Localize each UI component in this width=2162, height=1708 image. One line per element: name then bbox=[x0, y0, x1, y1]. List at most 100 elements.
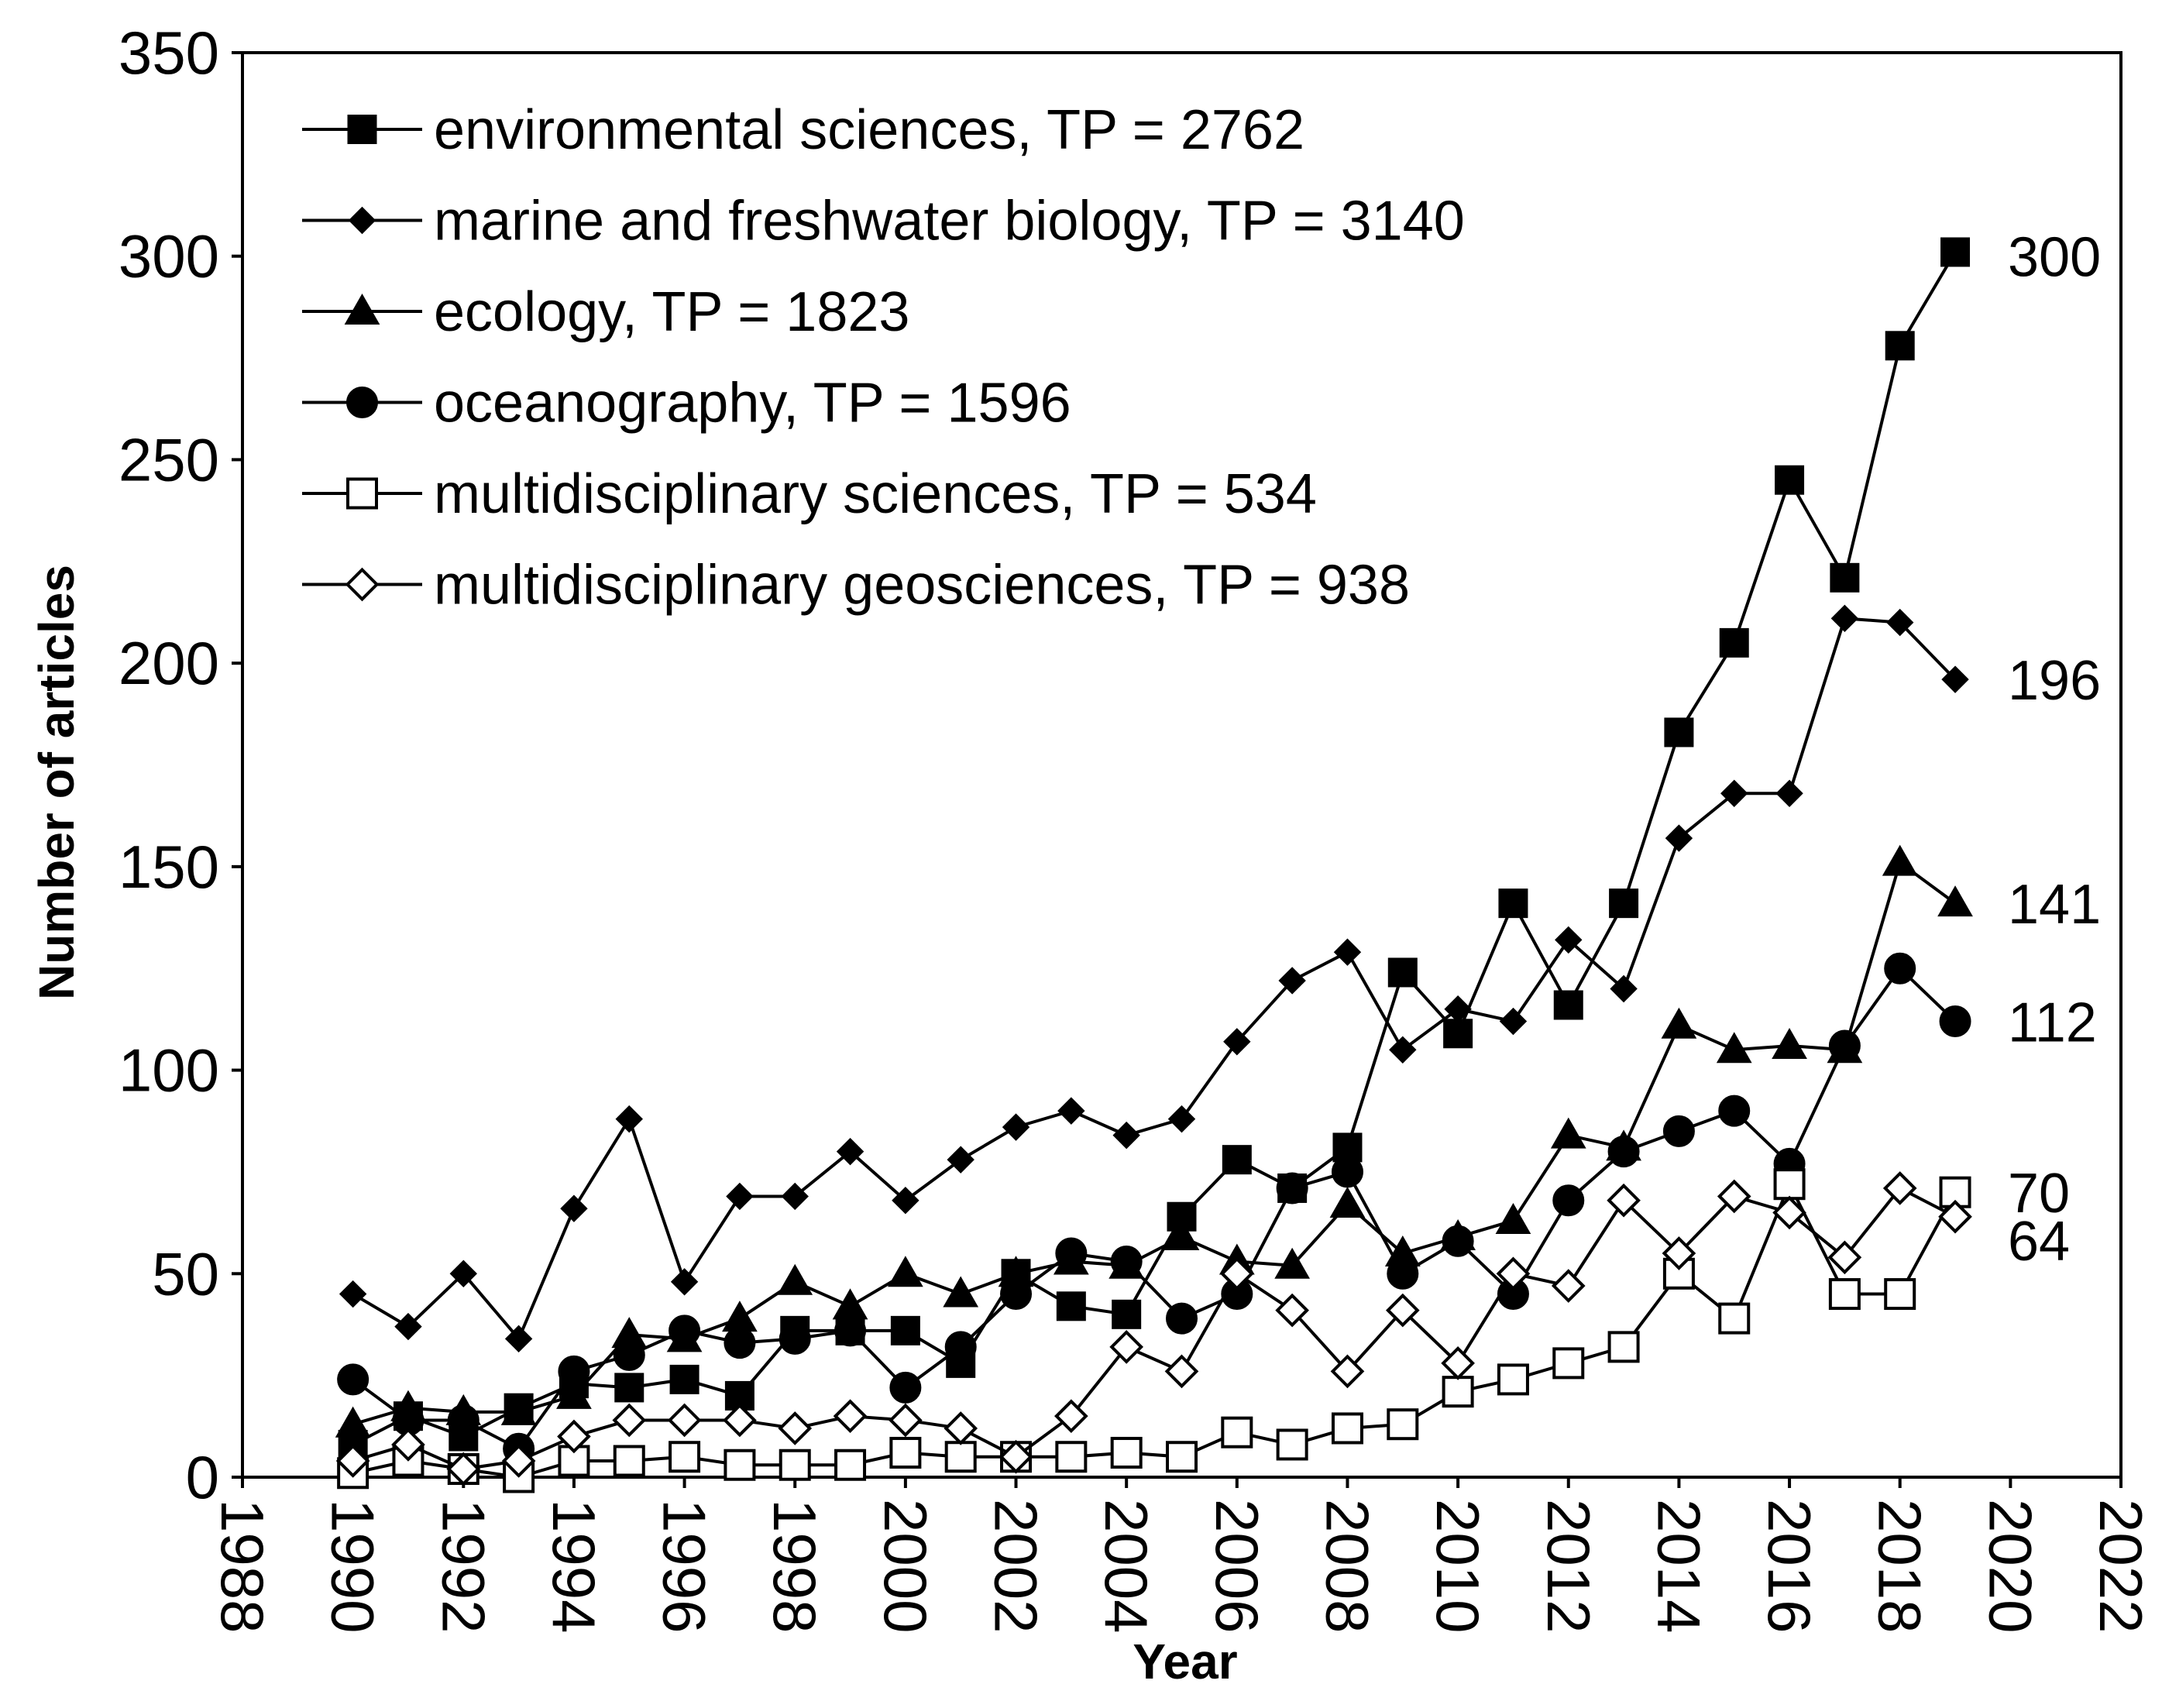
data-point bbox=[1719, 627, 1749, 658]
series-2 bbox=[339, 604, 1969, 1353]
data-point bbox=[394, 1312, 422, 1341]
series-3 bbox=[335, 844, 1973, 1438]
data-point bbox=[1882, 1171, 1917, 1205]
data-point bbox=[1274, 1247, 1311, 1279]
legend-item: ecology, TP = 1823 bbox=[302, 281, 909, 343]
data-point bbox=[722, 1301, 758, 1332]
data-point bbox=[337, 1363, 369, 1396]
y-tick-label: 0 bbox=[186, 1443, 219, 1511]
data-point bbox=[1055, 1441, 1088, 1473]
x-tick-label: 1994 bbox=[540, 1499, 608, 1634]
series-line bbox=[352, 1186, 1956, 1471]
legend-marker bbox=[347, 115, 377, 144]
legend-label: multidisciplinary sciences, TP = 534 bbox=[434, 463, 1317, 525]
data-point bbox=[834, 1449, 867, 1481]
data-point bbox=[1223, 1028, 1251, 1056]
series-line bbox=[352, 617, 1957, 1341]
data-point bbox=[889, 1436, 922, 1469]
data-point bbox=[890, 1315, 920, 1345]
data-point bbox=[335, 1406, 371, 1438]
y-tick-label: 50 bbox=[152, 1239, 219, 1308]
data-point bbox=[1164, 1354, 1199, 1389]
data-point bbox=[669, 1364, 699, 1394]
data-point bbox=[1056, 1291, 1086, 1321]
data-point bbox=[1937, 885, 1973, 917]
data-point bbox=[1331, 1156, 1363, 1188]
data-point bbox=[1222, 1145, 1252, 1175]
data-point bbox=[670, 1268, 699, 1296]
data-point bbox=[779, 1322, 811, 1355]
x-tick-label: 2000 bbox=[871, 1499, 940, 1634]
y-tick-label: 250 bbox=[119, 425, 219, 493]
legend-item: environmental sciences, TP = 2762 bbox=[302, 99, 1304, 161]
data-point bbox=[944, 1411, 978, 1445]
data-point bbox=[335, 1444, 370, 1478]
data-point bbox=[947, 1146, 974, 1174]
data-point bbox=[1495, 1202, 1531, 1234]
data-point bbox=[667, 1403, 702, 1438]
legend-marker bbox=[344, 293, 380, 325]
data-point bbox=[1607, 1183, 1641, 1218]
data-point bbox=[1167, 1105, 1196, 1133]
data-point bbox=[1553, 990, 1583, 1020]
data-point bbox=[832, 1288, 868, 1320]
data-point bbox=[1389, 1036, 1417, 1064]
x-tick-label: 2014 bbox=[1645, 1499, 1713, 1634]
data-point bbox=[1110, 1246, 1143, 1278]
data-point bbox=[1718, 1302, 1751, 1335]
data-point bbox=[613, 1445, 645, 1477]
legend-label: oceanography, TP = 1596 bbox=[434, 373, 1071, 435]
series-6 bbox=[335, 1171, 1972, 1486]
x-tick-label: 1996 bbox=[651, 1499, 719, 1634]
data-point bbox=[1276, 1172, 1308, 1205]
data-point bbox=[1664, 717, 1694, 747]
data-point bbox=[1885, 331, 1915, 361]
data-point bbox=[504, 1325, 533, 1353]
y-tick-label: 350 bbox=[119, 19, 219, 87]
legend-item: oceanography, TP = 1596 bbox=[302, 373, 1071, 435]
x-tick-label: 2010 bbox=[1424, 1499, 1492, 1634]
data-point bbox=[1775, 465, 1805, 495]
data-point bbox=[724, 1327, 756, 1359]
data-point bbox=[1882, 844, 1918, 876]
series-line bbox=[352, 1182, 1957, 1479]
x-tick-label: 2008 bbox=[1313, 1499, 1381, 1634]
data-point bbox=[1884, 952, 1916, 985]
data-point bbox=[1443, 1019, 1473, 1049]
data-point bbox=[781, 1182, 809, 1211]
data-point bbox=[446, 1452, 481, 1486]
data-point bbox=[1333, 938, 1362, 966]
data-point bbox=[1830, 604, 1859, 633]
data-point bbox=[1057, 1097, 1085, 1125]
data-point bbox=[1275, 1293, 1309, 1328]
data-point bbox=[391, 1428, 425, 1462]
data-point bbox=[889, 1371, 922, 1404]
data-point bbox=[1939, 1005, 1971, 1038]
legend-label: multidisciplinary geosciences, TP = 938 bbox=[434, 555, 1410, 617]
data-point bbox=[1387, 1257, 1419, 1290]
data-point bbox=[944, 1331, 977, 1363]
data-point bbox=[1499, 1007, 1528, 1036]
legend-label: marine and freshwater biology, TP = 3140 bbox=[434, 191, 1465, 253]
x-tick-label: 1990 bbox=[319, 1499, 387, 1634]
data-point bbox=[1166, 1441, 1198, 1473]
data-point bbox=[1830, 562, 1860, 593]
data-point bbox=[1278, 967, 1306, 995]
data-point bbox=[1496, 1256, 1531, 1291]
data-point bbox=[944, 1441, 977, 1473]
data-point bbox=[1331, 1412, 1363, 1445]
data-point bbox=[723, 1403, 757, 1438]
data-point bbox=[1551, 1269, 1586, 1303]
data-point bbox=[1166, 1302, 1198, 1335]
y-tick-label: 100 bbox=[119, 1036, 219, 1105]
data-point bbox=[1828, 1278, 1861, 1311]
data-point bbox=[1772, 1195, 1806, 1230]
data-point bbox=[1329, 1186, 1366, 1218]
data-point bbox=[1607, 1331, 1640, 1363]
legend-marker bbox=[345, 567, 380, 602]
legend-marker bbox=[346, 387, 378, 418]
end-value-label: 70 bbox=[2008, 1163, 2070, 1225]
data-point bbox=[1000, 1278, 1033, 1311]
data-point bbox=[449, 1260, 478, 1287]
data-point bbox=[1610, 974, 1638, 1003]
